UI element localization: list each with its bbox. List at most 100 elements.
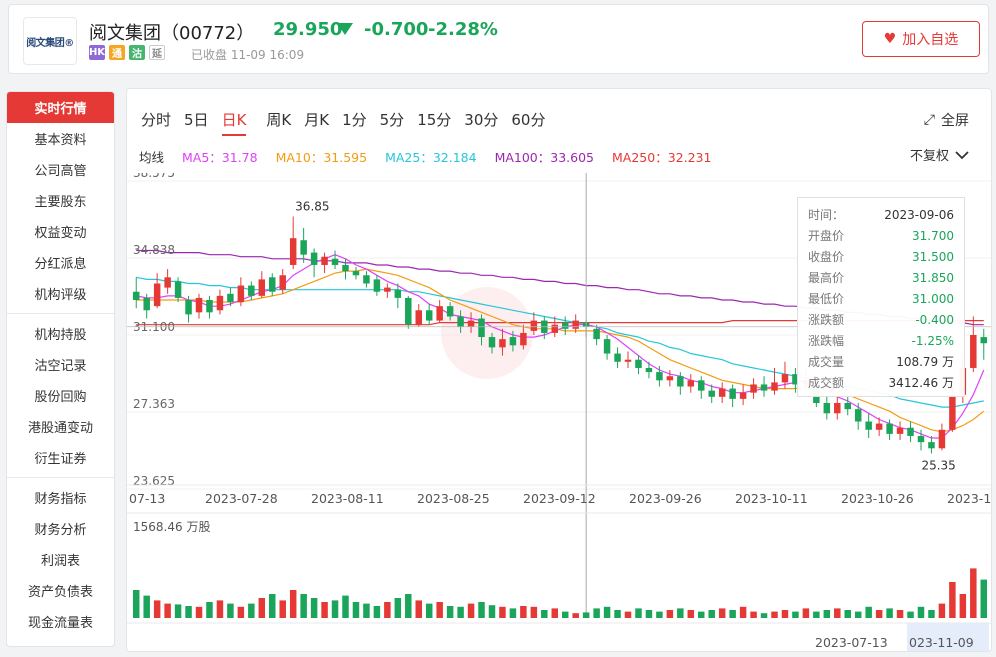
volume-bar <box>206 602 213 618</box>
candle-body <box>195 297 203 313</box>
tab-1min[interactable]: 1分 <box>342 111 367 129</box>
candle-body <box>405 297 412 325</box>
volume-bar <box>729 610 736 618</box>
candle-body <box>174 281 182 298</box>
tab-30min[interactable]: 30分 <box>464 111 499 129</box>
tooltip-row: 收盘价 31.500 <box>808 246 954 267</box>
sidebar-item-fin-analysis[interactable]: 财务分析 <box>34 523 87 538</box>
heart-icon: ♥ <box>883 31 897 47</box>
navigator-window <box>907 623 989 651</box>
volume-bar <box>342 595 349 618</box>
volume-bar <box>603 606 611 618</box>
tab-intraday[interactable]: 分时 <box>141 111 172 129</box>
volume-bar <box>520 606 527 618</box>
tab-weekly-k[interactable]: 周K <box>266 111 292 129</box>
candle-body <box>865 421 872 430</box>
candle-body <box>718 388 726 397</box>
volume-bar <box>624 611 632 618</box>
volume-bar <box>488 605 496 618</box>
tooltip-value: -0.400 <box>915 312 954 327</box>
volume-bar <box>352 602 360 618</box>
kline-chart[interactable]: 38.575 34.838 31.100 27.363 23.625 36.85 25.35… <box>127 166 991 651</box>
volume-bar <box>248 603 255 618</box>
sidebar-item-derivatives[interactable]: 衍生证券 <box>34 452 87 467</box>
sidebar-item-cash-flow[interactable]: 现金流量表 <box>27 616 93 631</box>
tooltip-label: 最高价 <box>808 271 845 285</box>
volume-bar <box>143 595 150 618</box>
sidebar-item-ratings[interactable]: 机构评级 <box>34 288 87 303</box>
volume-bar <box>970 568 977 618</box>
candle-body <box>729 388 736 399</box>
candle-body <box>677 376 684 387</box>
volume-bar <box>195 606 203 618</box>
sidebar-item-balance-sheet[interactable]: 资产负债表 <box>27 585 93 600</box>
candle-body <box>572 320 579 329</box>
sidebar-item-shareholders[interactable]: 主要股东 <box>34 195 87 210</box>
volume-bar <box>425 603 433 618</box>
sidebar-item-basic-info[interactable]: 基本资料 <box>34 133 87 148</box>
volume-bar <box>132 590 140 618</box>
candle-body <box>603 339 611 354</box>
volume-bar <box>227 603 234 618</box>
tab-60min[interactable]: 60分 <box>511 111 546 129</box>
adjust-dropdown[interactable]: 不复权 <box>910 145 969 164</box>
ma250-value: MA250：32.231 <box>612 150 712 165</box>
volume-bar <box>938 603 946 618</box>
tooltip-label: 收盘价 <box>808 250 845 264</box>
tab-daily-k[interactable]: 日K <box>221 109 247 136</box>
volume-bar <box>656 611 663 618</box>
candle-body <box>509 337 517 346</box>
market-tags: HK 通 沽 延 <box>89 45 165 60</box>
candle-body <box>750 384 757 393</box>
tooltip-value: 3412.46 万 <box>888 376 954 390</box>
volume-bar <box>331 600 339 618</box>
tab-5day[interactable]: 5日 <box>184 111 209 129</box>
tab-monthly-k[interactable]: 月K <box>304 111 330 129</box>
sidebar-item-fin-indicators[interactable]: 财务指标 <box>34 492 87 507</box>
volume-bar <box>373 606 381 618</box>
volume-bar <box>896 610 904 618</box>
tooltip-value: 108.79 万 <box>896 355 954 369</box>
candle-body <box>153 283 161 307</box>
candle-body <box>854 409 862 422</box>
volume-bar <box>269 594 276 618</box>
fullscreen-label: 全屏 <box>941 113 969 129</box>
volume-bar <box>185 606 192 618</box>
candle-body <box>436 306 443 321</box>
volume-bar <box>216 600 224 618</box>
volume-bar <box>415 600 422 618</box>
sidebar-item-buyback[interactable]: 股份回购 <box>34 390 87 405</box>
x-tick-label: 2023-09-12 <box>523 491 596 506</box>
volume-bar <box>865 606 872 618</box>
sidebar-item-realtime[interactable]: 实时行情 <box>7 92 114 123</box>
sidebar-item-income[interactable]: 利润表 <box>40 554 80 569</box>
volume-bar <box>289 590 297 618</box>
sidebar-item-short-selling[interactable]: 沽空记录 <box>34 359 87 374</box>
candle-body <box>896 427 904 434</box>
tab-15min[interactable]: 15分 <box>417 111 452 129</box>
tooltip-label: 涨跌幅 <box>808 334 845 348</box>
sidebar-divider <box>7 313 114 314</box>
sidebar-item-equity-changes[interactable]: 权益变动 <box>34 226 87 241</box>
sidebar-item-institutional[interactable]: 机构持股 <box>34 328 87 343</box>
adjust-label: 不复权 <box>909 149 949 164</box>
fullscreen-button[interactable]: ⤢ 全屏 <box>924 110 969 130</box>
volume-bar <box>174 604 182 618</box>
sidebar-item-connect[interactable]: 港股通变动 <box>27 421 93 436</box>
sidebar-item-executives[interactable]: 公司高管 <box>34 164 87 179</box>
tab-5min[interactable]: 5分 <box>379 111 405 129</box>
add-favorite-button[interactable]: ♥ 加入自选 <box>862 21 980 57</box>
tooltip-value: -1.25% <box>911 333 954 348</box>
candle-body <box>279 275 286 290</box>
tooltip-value: 31.700 <box>912 228 954 243</box>
volume-bar <box>363 603 370 618</box>
candle-body <box>467 320 475 327</box>
range-start-label: 2023-07-13 <box>815 635 888 650</box>
volume-bar <box>917 606 925 618</box>
candle-body <box>792 374 799 385</box>
tooltip-value: 2023-09-06 <box>884 207 954 222</box>
sidebar-item-dividends[interactable]: 分红派息 <box>34 257 87 272</box>
candle-body <box>310 252 318 265</box>
volume-bar <box>635 608 642 618</box>
volume-label: 1568.46 万股 <box>133 520 210 534</box>
